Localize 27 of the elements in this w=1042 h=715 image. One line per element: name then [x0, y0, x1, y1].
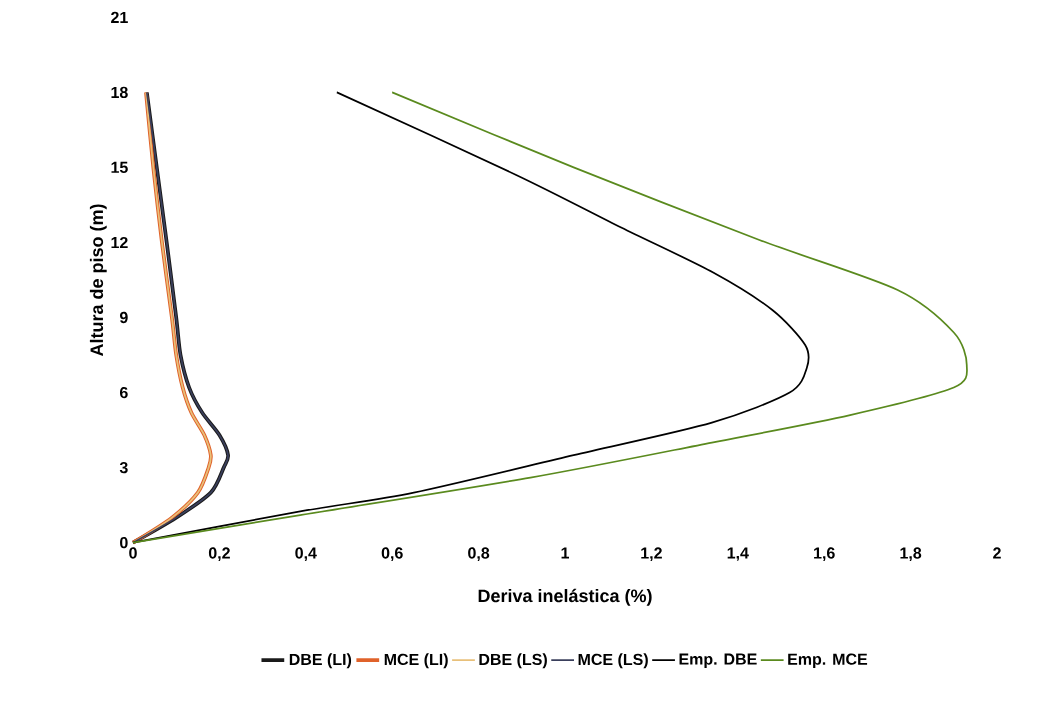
x-tick-label: 1,2: [641, 547, 662, 562]
legend-label: MCE (LS): [578, 653, 648, 669]
x-tick-label: 1: [561, 547, 569, 559]
x-tick-label: 1,8: [900, 547, 922, 562]
x-tick-label: 0,4: [295, 547, 317, 562]
x-tick-label: 0,2: [208, 547, 230, 562]
legend-label: Emp. MCE: [788, 653, 868, 669]
y-tick-label: 6: [119, 387, 128, 399]
legend-label: MCE (LI): [384, 653, 448, 669]
y-tick-label: 15: [111, 162, 128, 174]
legend-label: DBE (LI): [289, 653, 352, 669]
y-tick-label: 0: [120, 537, 128, 549]
x-tick-label: 0,8: [468, 547, 490, 562]
x-tick-label: 0,6: [381, 547, 403, 562]
y-tick-label: 12: [111, 237, 128, 249]
x-tick-label: 2: [993, 547, 1001, 559]
x-tick-label: 1,6: [814, 547, 835, 562]
legend-label: DBE (LS): [479, 653, 547, 669]
y-tick-label: 21: [111, 11, 128, 24]
x-tick-label: 0: [129, 547, 137, 559]
y-axis-title: Altura de piso (m): [89, 204, 107, 357]
y-tick-label: 18: [111, 86, 128, 99]
x-axis-title: Deriva inelástica (%): [478, 589, 652, 606]
y-tick-label: 3: [119, 462, 128, 474]
legend-label: Emp. DBE: [679, 653, 757, 669]
x-tick-label: 1,4: [727, 547, 749, 562]
y-tick-label: 9: [119, 312, 128, 324]
